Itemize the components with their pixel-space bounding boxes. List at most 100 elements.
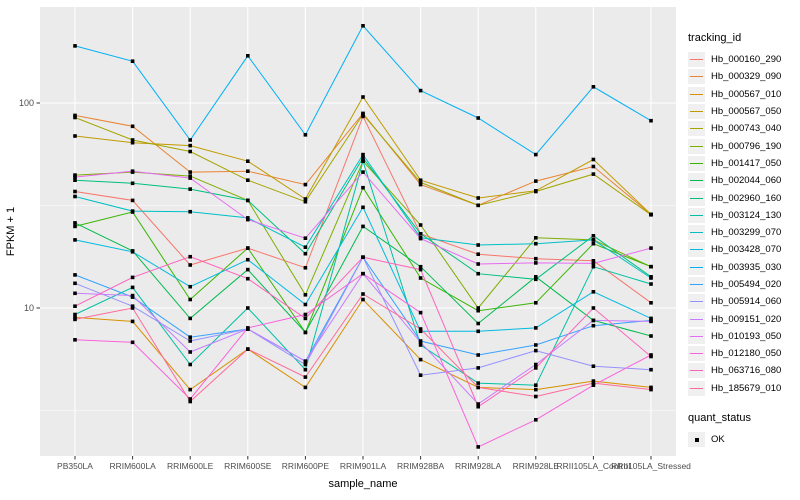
data-point [188, 339, 192, 343]
legend-item-Hb_001417_050: Hb_001417_050 [688, 155, 798, 172]
data-point [361, 156, 365, 160]
legend-item-Hb_000567_010: Hb_000567_010 [688, 86, 798, 103]
data-point [130, 140, 135, 145]
data-point [361, 159, 365, 163]
data-point [361, 152, 365, 157]
legend-item-Hb_002044_060: Hb_002044_060 [688, 172, 798, 189]
legend-item-Hb_000743_040: Hb_000743_040 [688, 120, 798, 137]
data-point [130, 209, 135, 213]
data-point [246, 198, 250, 203]
legend-item-Hb_063716_080: Hb_063716_080 [688, 362, 798, 379]
legend-label: Hb_003124_130 [711, 209, 782, 221]
data-point [303, 293, 308, 297]
data-point [534, 343, 538, 347]
legend-label: Hb_002960_160 [711, 192, 782, 204]
data-point [649, 301, 653, 305]
legend-color-line-icon [690, 145, 703, 147]
legend-color-line-icon [690, 162, 703, 164]
data-point [73, 312, 77, 317]
legend-key [688, 121, 705, 137]
legend-label: Hb_005494_020 [711, 279, 782, 290]
data-point [476, 381, 480, 385]
legend-key [688, 155, 705, 171]
data-point [649, 246, 653, 250]
legend-color-line-icon [690, 387, 703, 389]
data-point [534, 275, 538, 279]
data-point [73, 315, 77, 320]
data-point [130, 198, 135, 203]
series-points-Hb_003124_130 [73, 159, 653, 387]
data-point [649, 319, 653, 324]
legend-key [688, 225, 705, 241]
data-point [649, 385, 653, 390]
data-point [188, 174, 192, 178]
data-point [73, 173, 77, 177]
y-axis-title: FPKM + 1 [5, 207, 17, 256]
legend-color-line-icon [690, 180, 703, 182]
legend-item-Hb_005494_020: Hb_005494_020 [688, 276, 798, 293]
data-point [534, 179, 538, 183]
data-point [534, 152, 538, 157]
data-point [246, 326, 250, 330]
legend-color-line-icon [690, 266, 703, 268]
data-point [591, 85, 596, 89]
data-point [361, 185, 365, 190]
data-point [246, 246, 250, 250]
data-point [188, 187, 192, 191]
data-point [188, 350, 192, 354]
series-points-Hb_003428_070 [73, 205, 653, 334]
data-point [534, 261, 538, 265]
data-point [188, 176, 192, 180]
data-point [649, 387, 653, 392]
data-point [591, 379, 596, 383]
data-point [649, 316, 653, 321]
data-point [188, 387, 192, 392]
data-point [418, 357, 423, 362]
data-point [418, 329, 423, 334]
data-point [534, 236, 538, 240]
legend-key [688, 328, 705, 344]
data-point [246, 159, 250, 163]
legend-label: Hb_003935_030 [711, 261, 782, 273]
data-point [130, 59, 135, 63]
legend-item-Hb_000796_190: Hb_000796_190 [688, 137, 798, 154]
data-point [361, 112, 365, 117]
data-point [418, 267, 423, 272]
data-point [303, 266, 308, 270]
quant-status-section: quant_status OK [688, 412, 798, 448]
legend-label: Hb_000567_010 [711, 88, 782, 100]
data-point [303, 362, 308, 367]
data-point [649, 213, 653, 217]
data-point [591, 234, 596, 238]
legend-color-line-icon [690, 249, 703, 251]
data-point [130, 250, 135, 254]
data-point [591, 290, 596, 294]
data-point [188, 170, 192, 174]
legend-key [688, 52, 705, 68]
data-point [73, 44, 77, 48]
data-point [476, 308, 480, 313]
legend-key [688, 242, 705, 258]
legend-item-Hb_000160_290: Hb_000160_290 [688, 51, 798, 68]
series-points-Hb_063716_080 [73, 254, 653, 409]
data-point [361, 271, 365, 276]
legend-item-Hb_009151_020: Hb_009151_020 [688, 310, 798, 327]
data-point [418, 327, 423, 331]
data-point [246, 267, 250, 272]
data-point [476, 404, 480, 409]
data-point [73, 291, 77, 296]
data-point [73, 224, 77, 229]
data-point [73, 134, 77, 138]
data-point [130, 340, 135, 345]
legend-color-line-icon [690, 284, 703, 285]
data-point [303, 197, 308, 201]
data-point [361, 292, 365, 296]
legend-color-line-icon [690, 59, 703, 61]
legend-color-line-icon [690, 111, 703, 113]
x-tick-label: RRII105LA_Control [557, 461, 631, 471]
data-point [303, 316, 308, 321]
legend-key [688, 138, 705, 154]
plot-panel [40, 7, 676, 456]
data-point [418, 178, 423, 182]
